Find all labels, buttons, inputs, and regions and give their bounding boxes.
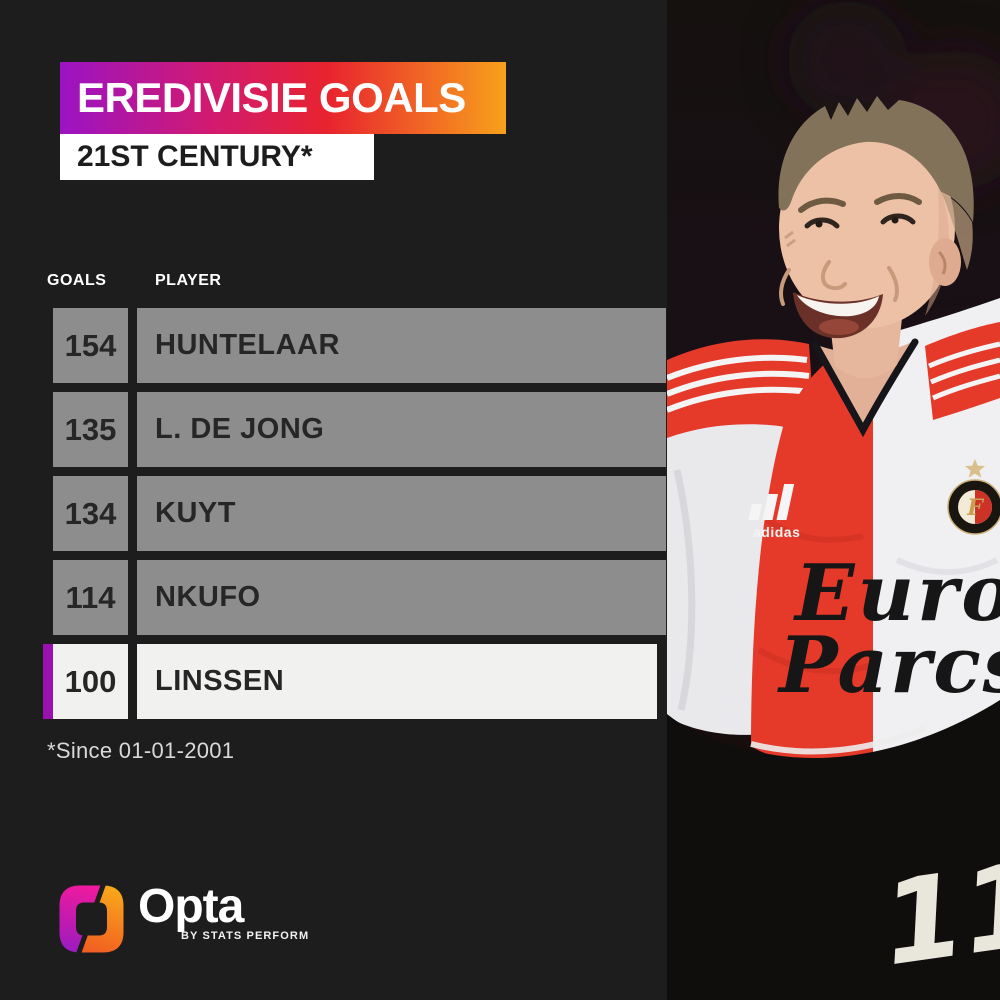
table-header: GOALS PLAYER	[47, 272, 221, 290]
table-row: 135 L. DE JONG	[53, 392, 666, 467]
player-name: KUYT	[155, 497, 236, 529]
goals-cell: 100	[53, 644, 128, 719]
goals-value: 154	[64, 327, 117, 363]
page-subtitle: 21ST CENTURY*	[77, 140, 313, 173]
player-cell: HUNTELAAR	[137, 308, 666, 383]
player-cell: KUYT	[137, 476, 666, 551]
crest-star	[965, 459, 985, 478]
goals-value: 100	[64, 663, 117, 699]
goals-column-header: GOALS	[47, 272, 107, 289]
player-name: NKUFO	[155, 581, 261, 613]
table-row: 154 HUNTELAAR	[53, 308, 666, 383]
page-title: EREDIVISIE GOALS	[77, 74, 466, 121]
player-cell: L. DE JONG	[137, 392, 666, 467]
table-row: 134 KUYT	[53, 476, 666, 551]
title-banner: EREDIVISIE GOALS	[60, 62, 506, 134]
goals-cell: 114	[53, 560, 128, 635]
player-name: LINSSEN	[155, 665, 285, 697]
crest-letter: F	[966, 495, 984, 521]
goals-table: 154 HUNTELAAR 135 L. DE JONG 134 KUYT 11…	[43, 308, 666, 728]
adidas-logo: adidas	[748, 484, 800, 540]
shorts-number: 11	[875, 837, 1000, 992]
goals-value: 114	[65, 579, 116, 615]
player-cell: NKUFO	[137, 560, 666, 635]
goals-cell: 135	[53, 392, 128, 467]
player-cell: LINSSEN	[137, 644, 657, 719]
goals-cell: 154	[53, 308, 128, 383]
subtitle-banner: 21ST CENTURY*	[60, 134, 374, 180]
player-name: L. DE JONG	[155, 413, 325, 445]
stats-perform-byline: BY STATS PERFORM	[181, 930, 310, 942]
opta-logo-icon	[59, 884, 124, 954]
sponsor-line-1: Euro	[793, 548, 1000, 639]
goals-cell: 134	[53, 476, 128, 551]
player-column-header: PLAYER	[155, 272, 222, 289]
player-name: HUNTELAAR	[155, 329, 340, 361]
table-row: 114 NKUFO	[53, 560, 666, 635]
adidas-text: adidas	[753, 524, 800, 540]
opta-wordmark-text: Opta	[138, 880, 244, 933]
jersey-sponsor: Euro Parcs	[777, 548, 1000, 711]
brand-footer: Opta BY STATS PERFORM	[58, 880, 310, 954]
table-row-highlighted: 100 LINSSEN	[43, 644, 666, 719]
player-photo: adidas F Euro Parcs 11	[667, 0, 1000, 1000]
shorts: 11	[667, 700, 1000, 1000]
club-crest: F	[947, 459, 1000, 535]
sponsor-line-2: Parcs	[777, 620, 1000, 711]
footnote: *Since 01-01-2001	[47, 738, 235, 763]
opta-wordmark: Opta BY STATS PERFORM	[138, 880, 310, 954]
goals-value: 135	[64, 411, 117, 447]
goals-value: 134	[64, 495, 117, 531]
player-head	[778, 96, 974, 378]
